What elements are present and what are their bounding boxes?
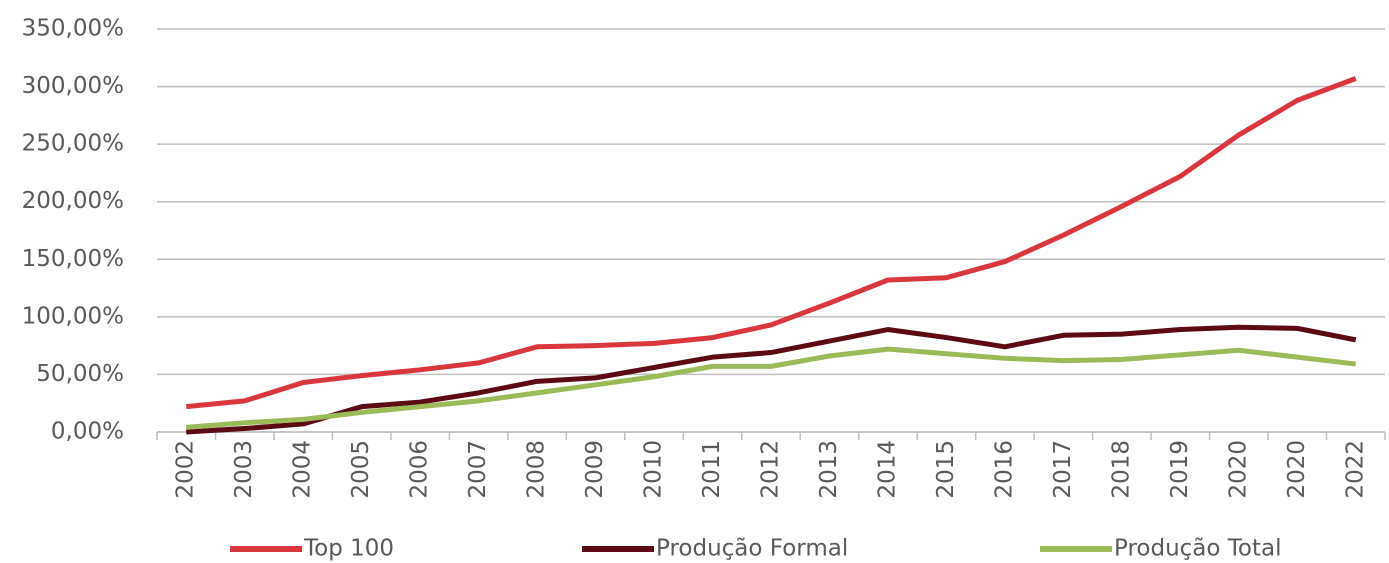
y-tick-label: 0,00% — [51, 419, 124, 445]
x-tick-label: 2014 — [874, 440, 900, 499]
x-tick-label: 2019 — [1167, 440, 1193, 499]
x-tick-label: 2013 — [816, 440, 842, 499]
x-tick-label: 2007 — [465, 440, 491, 499]
x-tick-label: 2004 — [290, 440, 316, 499]
y-tick-label: 300,00% — [22, 73, 124, 99]
y-tick-label: 350,00% — [22, 16, 124, 42]
x-tick-label: 2017 — [1050, 440, 1076, 499]
x-tick-label: 2008 — [524, 440, 550, 499]
x-tick-label: 2012 — [758, 440, 784, 499]
x-tick-label: 2020 — [1284, 440, 1310, 499]
x-tick-label: 2022 — [1342, 440, 1368, 499]
x-tick-label: 2002 — [173, 440, 199, 499]
x-tick-label: 2016 — [991, 440, 1017, 499]
series-line — [185, 76, 1357, 410]
y-tick-label: 250,00% — [22, 131, 124, 157]
x-tick-label: 2003 — [231, 440, 257, 499]
x-tick-label: 2020 — [1225, 440, 1251, 499]
legend-label: Top 100 — [303, 536, 394, 562]
x-tick-label: 2005 — [348, 440, 374, 499]
series-line — [186, 324, 1357, 435]
y-tick-label: 50,00% — [36, 361, 124, 387]
y-tick-label: 200,00% — [22, 188, 124, 214]
x-tick-label: 2009 — [582, 440, 608, 499]
y-tick-label: 100,00% — [22, 303, 124, 329]
x-tick-label: 2011 — [699, 440, 725, 499]
legend-label: Produção Total — [1114, 536, 1282, 562]
legend-label: Produção Formal — [656, 536, 848, 562]
x-tick-label: 2006 — [407, 440, 433, 499]
series-line — [186, 346, 1357, 430]
y-tick-label: 150,00% — [22, 246, 124, 272]
x-tick-label: 2010 — [641, 440, 667, 499]
x-tick-label: 2018 — [1108, 440, 1134, 499]
x-tick-label: 2015 — [933, 440, 959, 499]
